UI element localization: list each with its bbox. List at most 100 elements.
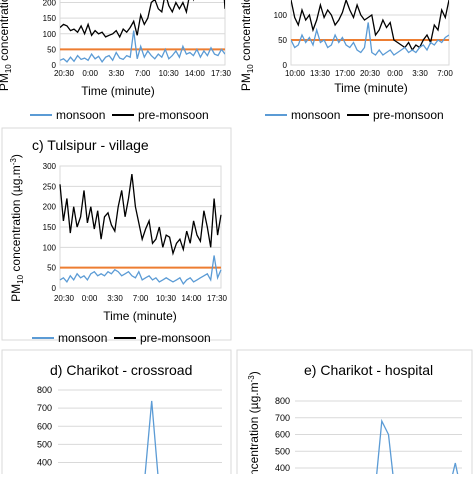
panel-a: 050100150200250300350400 20:300:003:307:…: [0, 0, 232, 122]
x-tick-label: 10:30: [156, 294, 177, 303]
y-tick-label: 100: [274, 11, 288, 20]
panel-e-border: [236, 349, 473, 479]
y-tick-label: 800: [275, 396, 290, 406]
x-tick-label: 7:00: [133, 294, 149, 303]
y-tick-label: 600: [37, 421, 52, 431]
legend-monsoon-label: monsoon: [291, 108, 340, 122]
panel-c-x-tick-labels: 20:30 0:00 3:30 7:00 10:30 14:00 17:30: [54, 294, 228, 303]
x-tick-label: 20:30: [54, 69, 75, 78]
panel-c-border: [1, 127, 232, 341]
x-tick-label: 17:00: [335, 69, 356, 78]
panel-e-title: e) Charikot - hospital: [304, 362, 433, 378]
x-tick-label: 13:30: [310, 69, 331, 78]
legend-monsoon-label: monsoon: [56, 108, 105, 122]
y-tick-label: 800: [37, 385, 52, 395]
series-line-pre-monsoon: [60, 0, 225, 39]
y-tick-label: 0: [52, 61, 57, 70]
legend-pre-monsoon-label: pre-monsoon: [373, 108, 444, 122]
x-tick-label: 3:30: [107, 294, 123, 303]
panel-d-title: d) Charikot - crossroad: [50, 362, 192, 378]
x-tick-label: 0:00: [82, 294, 98, 303]
legend-pre-monsoon-label: pre-monsoon: [138, 108, 209, 122]
x-tick-label: 20:30: [360, 69, 381, 78]
legend-pre-monsoon-label: pre-monsoon: [140, 331, 211, 345]
y-tick-label: 0: [283, 61, 288, 70]
y-tick-label: 100: [43, 243, 57, 252]
panel-d: d) Charikot - crossroad 3004005006007008…: [1, 349, 232, 479]
panel-e: e) Charikot - hospital 30040050060070080…: [236, 349, 473, 479]
x-tick-label: 14:00: [181, 294, 202, 303]
x-tick-label: 7:00: [437, 69, 453, 78]
panel-d-gridlines: [58, 389, 222, 463]
series-line-pre-monsoon: [291, 0, 449, 52]
panel-c-y-tick-labels: 0 50 100 150 200 250 300: [43, 162, 57, 293]
y-tick-label: 500: [275, 446, 290, 456]
panel-d-series: [144, 400, 159, 474]
panel-a-y-tick-labels: 050100150200250300350400: [43, 0, 57, 70]
x-tick-label: 14:00: [185, 69, 206, 78]
y-tick-label: 700: [37, 403, 52, 413]
panel-c-title: c) Tulsipur - village: [32, 137, 149, 153]
panel-c: c) Tulsipur - village 0 50 100 150 200 250 300…: [1, 127, 232, 345]
y-tick-label: 150: [43, 223, 57, 232]
panel-c-gridlines: [60, 165, 221, 289]
x-tick-label: 10:00: [285, 69, 306, 78]
y-tick-label: 50: [47, 264, 56, 273]
panel-b-legend: monsoon pre-monsoon: [265, 108, 444, 122]
panel-b-y-axis-label: PM10 concentration: [239, 0, 255, 91]
panel-a-y-axis-label: PM10 concentration: [0, 0, 13, 91]
panel-a-x-tick-labels: 20:30 0:00 3:30 7:00 10:30 14:00 17:30: [54, 69, 232, 78]
x-tick-label: 3:30: [109, 69, 125, 78]
panel-c-series: [59, 174, 222, 286]
y-tick-label: 250: [43, 182, 57, 191]
x-tick-label: 7:00: [135, 69, 151, 78]
x-tick-label: 17:30: [211, 69, 232, 78]
panel-c-legend: monsoon pre-monsoon: [32, 331, 211, 345]
y-tick-label: 0: [52, 284, 57, 293]
panel-c-plot-frame: [59, 165, 222, 289]
x-tick-label: 0:00: [387, 69, 403, 78]
panel-e-y-tick-labels: 300400500600700800: [275, 396, 290, 473]
y-tick-label: 200: [43, 0, 57, 8]
series-line-monsoon: [291, 22, 449, 56]
y-tick-label: 400: [275, 463, 290, 473]
x-tick-label: 20:30: [54, 294, 75, 303]
panel-e-series: [376, 418, 459, 474]
panel-b-x-tick-labels: 10:00 13:30 17:00 20:30 0:00 3:30 7:00: [285, 69, 453, 78]
x-tick-label: 0:00: [82, 69, 98, 78]
panel-c-x-axis-label: Time (minute): [103, 309, 177, 323]
y-tick-label: 100: [43, 30, 57, 39]
y-tick-label: 50: [47, 45, 56, 54]
y-tick-label: 200: [43, 203, 57, 212]
y-tick-label: 400: [37, 458, 52, 468]
panel-c-y-axis-label: PM10 concentration (µg.m-3): [9, 154, 25, 302]
x-tick-label: 17:30: [207, 294, 228, 303]
series-line-pre-monsoon: [59, 174, 222, 256]
x-tick-label: 3:30: [412, 69, 428, 78]
panel-b-x-axis-label: Time (minute): [334, 81, 408, 95]
series-line-monsoon: [144, 400, 159, 474]
panel-b-series: [291, 0, 449, 56]
panel-a-series: [60, 0, 225, 64]
panel-b-plot-frame: [290, 0, 450, 66]
series-line-monsoon: [60, 30, 225, 64]
series-line-monsoon: [376, 418, 459, 474]
y-tick-label: 700: [275, 413, 290, 423]
panel-e-gridlines: [295, 400, 462, 469]
panel-a-x-axis-label: Time (minute): [81, 84, 155, 98]
series-line-monsoon: [59, 255, 222, 286]
legend-monsoon-label: monsoon: [58, 331, 107, 345]
panel-b-y-tick-labels: 0 50 100: [274, 11, 288, 70]
panel-e-y-axis-label: concentration (µg.m-3): [247, 371, 261, 474]
y-tick-label: 150: [43, 14, 57, 23]
panel-d-border: [1, 349, 232, 479]
y-tick-label: 50: [278, 36, 287, 45]
y-tick-label: 600: [275, 430, 290, 440]
y-tick-label: 500: [37, 439, 52, 449]
x-tick-label: 10:30: [159, 69, 180, 78]
y-tick-label: 300: [43, 162, 57, 171]
panel-a-legend: monsoon pre-monsoon: [30, 108, 209, 122]
panel-d-y-tick-labels: 300400500600700800: [37, 385, 52, 479]
